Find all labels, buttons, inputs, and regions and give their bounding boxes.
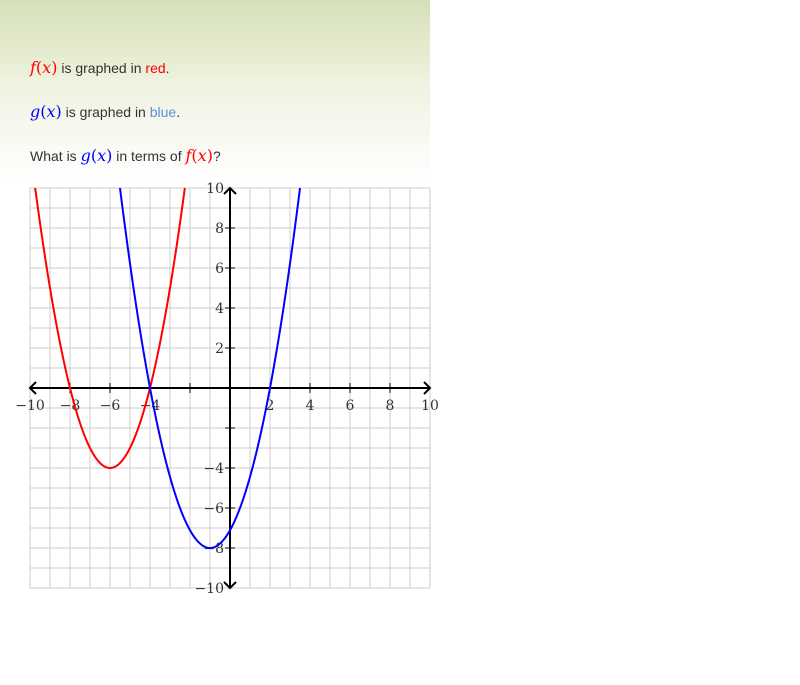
blue-word: blue	[149, 104, 177, 120]
y-tick-label: −4	[203, 461, 224, 477]
x-tick-label: 2	[266, 398, 275, 414]
x-tick-label: −6	[100, 398, 121, 414]
y-tick-label: 4	[215, 301, 224, 317]
x-axis-right-arrow-icon	[423, 381, 432, 395]
question-g-label: g(x)	[80, 146, 113, 165]
x-tick-label: 6	[346, 398, 355, 414]
y-axis-top-arrow-icon	[223, 186, 237, 195]
g-description: g(x) is graphed in blue.	[30, 102, 181, 121]
question-text: What is g(x) in terms of f(x)?	[30, 146, 221, 165]
axis-ticks	[69, 227, 391, 549]
g-curve	[118, 188, 302, 550]
g-description-text: is graphed in	[61, 104, 150, 120]
axes	[28, 186, 432, 590]
y-tick-label: 2	[215, 341, 224, 357]
y-tick-label: 6	[215, 261, 224, 277]
y-tick-label: 10	[206, 181, 224, 197]
question-f-label: f(x)	[185, 146, 213, 165]
f-description: f(x) is graphed in red.	[30, 58, 170, 77]
x-tick-label: 10	[421, 398, 439, 414]
prompt-panel	[0, 0, 430, 180]
red-word: red	[145, 60, 166, 76]
y-tick-label: −6	[203, 501, 224, 517]
x-tick-label: 4	[306, 398, 315, 414]
g-label: g(x)	[30, 102, 62, 121]
y-tick-label: 8	[215, 221, 224, 237]
y-tick-label: −10	[194, 581, 224, 597]
f-label: f(x)	[30, 58, 58, 77]
x-tick-label: 8	[386, 398, 395, 414]
curves	[34, 188, 302, 550]
x-axis-left-arrow-icon	[28, 381, 37, 395]
y-axis-bottom-arrow-icon	[223, 581, 237, 590]
f-curve	[34, 188, 186, 470]
f-description-text: is graphed in	[57, 60, 146, 76]
x-tick-label: −10	[15, 398, 45, 414]
